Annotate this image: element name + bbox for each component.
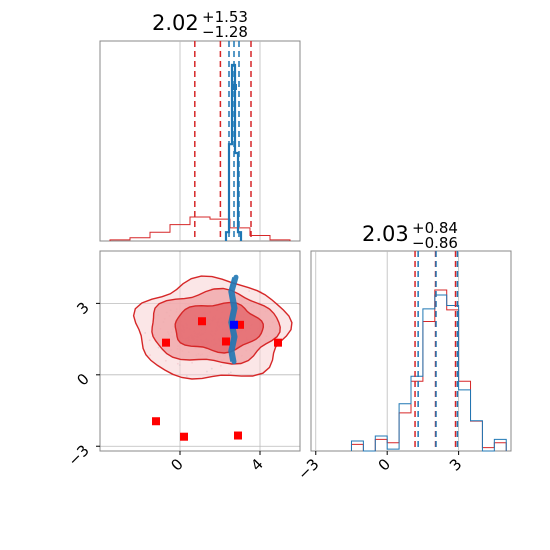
x-marginal-title-value: 2.02	[152, 11, 199, 35]
joint-y-ticks: −3 0 3	[64, 298, 100, 470]
y-marginal-x-tick-label: 3	[446, 455, 465, 474]
y-marginal-panel: −3 0 3 2.03 +0.84 −0.86	[294, 219, 512, 483]
y-marginal-histogram-step	[350, 294, 507, 452]
y-marginal-x-tick-label: 0	[375, 455, 394, 474]
joint-markers	[152, 317, 282, 441]
x-marginal-panel: 2.02 +1.53 −1.28	[99, 8, 301, 242]
joint-blue-track	[228, 274, 239, 365]
joint-red-marker	[234, 431, 242, 440]
joint-y-tick-label: −3	[64, 441, 92, 469]
joint-x-tick-label: 0	[167, 455, 186, 474]
joint-red-marker	[162, 338, 170, 347]
x-marginal-grid	[179, 41, 261, 241]
joint-red-marker	[222, 337, 230, 346]
joint-red-contours	[132, 275, 293, 380]
joint-blue-contour-inner	[228, 276, 234, 362]
y-marginal-title-value: 2.03	[362, 222, 409, 246]
joint-frame	[99, 250, 301, 452]
y-marginal-series	[350, 289, 507, 452]
y-marginal-title-plus: +0.84	[412, 219, 458, 237]
joint-red-marker	[274, 338, 282, 347]
joint-blue-marker	[230, 320, 238, 329]
x-marginal-title-minus: −1.28	[202, 23, 248, 41]
joint-red-marker	[180, 432, 188, 441]
x-marginal-histogram-step	[109, 216, 291, 241]
joint-x-tick-label: 4	[247, 455, 266, 474]
joint-red-marker	[152, 417, 160, 426]
y-marginal-x-tick-label: −3	[294, 455, 322, 483]
joint-y-tick-label: 3	[73, 298, 92, 317]
joint-y-tick-label: 0	[73, 370, 92, 389]
x-marginal-title-plus: +1.53	[202, 8, 248, 26]
y-marginal-frame	[310, 250, 512, 452]
y-marginal-x-ticks: −3 0 3	[294, 451, 465, 483]
x-marginal-frame	[99, 40, 301, 242]
joint-red-contour	[174, 301, 265, 354]
x-marginal-quantile-lines	[194, 41, 252, 241]
y-marginal-quantile-lines	[414, 251, 459, 451]
joint-red-marker	[236, 320, 244, 329]
joint-red-marker	[198, 317, 206, 326]
y-marginal-title-minus: −0.86	[412, 234, 458, 252]
